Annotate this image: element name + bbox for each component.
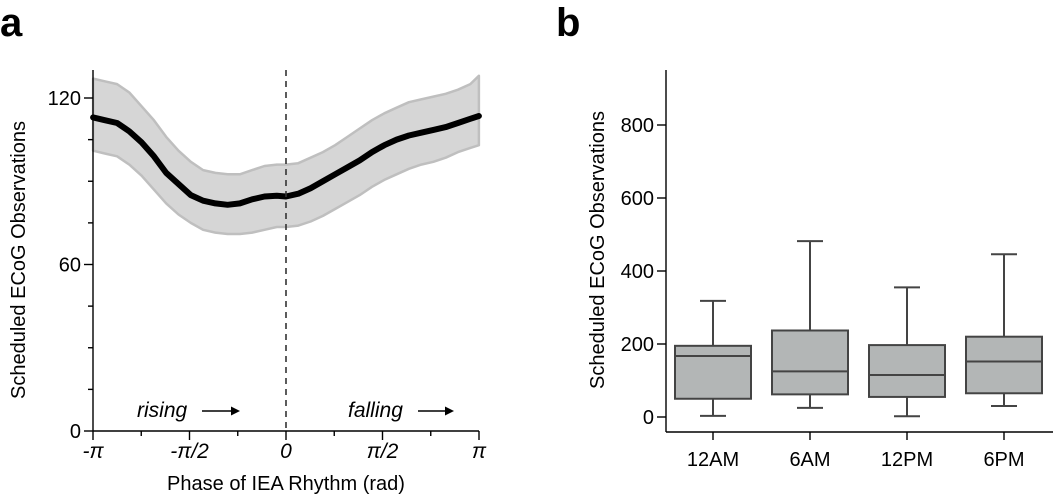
y-ticks: 0 60 120 (48, 88, 93, 443)
x-tick-label: 12AM (687, 449, 739, 471)
y-tick-label: 120 (48, 88, 81, 110)
x-tick-label: -π/2 (170, 440, 209, 463)
x-tick-label: π (472, 440, 487, 463)
panel-a-chart: 0 60 120 -π -π/2 0 π/2 π Scheduled ECoG Observ… (8, 70, 487, 495)
falling-annotation: falling (348, 399, 403, 422)
y-axis-title: Scheduled ECoG Observations (587, 111, 609, 389)
x-tick-label: -π (82, 440, 104, 463)
box-iqr (965, 335, 1043, 395)
y-tick-label: 800 (621, 115, 654, 137)
panel-letter-b: b (556, 1, 580, 45)
boxplot-12pm (868, 286, 946, 418)
x-tick-label: 6AM (789, 449, 830, 471)
falling-arrow (418, 406, 454, 416)
x-tick-label: 12PM (881, 449, 933, 471)
y-tick-label: 0 (643, 407, 654, 429)
rising-arrow (202, 406, 240, 416)
y-axis-title: Scheduled ECoG Observations (8, 121, 30, 399)
y-ticks: 0 200 400 600 800 (621, 115, 666, 429)
y-tick-label: 400 (621, 261, 654, 283)
x-ticks: -π -π/2 0 π/2 π (82, 431, 487, 463)
x-tick-label: π/2 (367, 440, 399, 463)
rising-annotation: rising (137, 399, 188, 422)
boxplot-6pm (965, 253, 1043, 408)
box-iqr (868, 344, 946, 398)
x-tick-label: 0 (280, 440, 292, 463)
y-tick-label: 60 (59, 255, 81, 277)
box-iqr (674, 344, 752, 400)
y-tick-label: 0 (70, 421, 81, 443)
boxplot-12am (674, 299, 752, 417)
boxplots (674, 240, 1043, 418)
boxplot-6am (771, 240, 849, 409)
y-tick-label: 200 (621, 334, 654, 356)
x-ticks: 12AM 6AM 12PM 6PM (687, 432, 1025, 471)
panel-b-chart: 0 200 400 600 800 12AM 6AM 12PM 6PM Scheduled E… (587, 70, 1053, 471)
x-tick-label: 6PM (983, 449, 1024, 471)
panel-letter-a: a (0, 1, 23, 45)
y-tick-label: 600 (621, 188, 654, 210)
box-iqr (771, 329, 849, 396)
x-axis-title: Phase of IEA Rhythm (rad) (167, 473, 405, 495)
